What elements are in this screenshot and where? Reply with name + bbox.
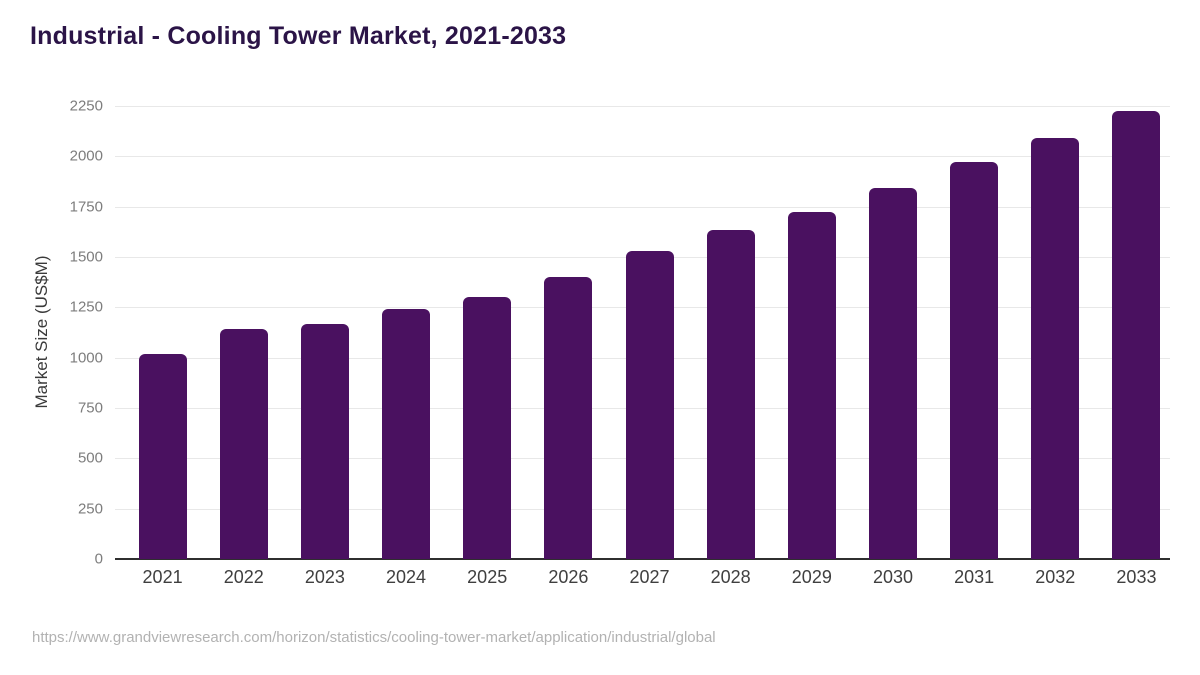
bar-2028	[706, 229, 755, 559]
x-axis-labels: 2021 2022 2023 2024 2025 2026 2027 2028 2029 2030…	[122, 567, 1177, 588]
bar-slot-2024	[365, 106, 446, 559]
bar-2030	[868, 187, 917, 559]
bar-slot-2022	[203, 106, 284, 559]
ytick-label-500: 500	[77, 449, 103, 467]
bar-slot-2025	[447, 106, 528, 559]
bar-2027	[625, 250, 674, 559]
bar-slot-2031	[934, 106, 1015, 559]
bar-slot-2030	[852, 106, 933, 559]
bars-row	[122, 106, 1177, 559]
ytick-label-2250: 2250	[69, 97, 103, 115]
ytick-label-2000: 2000	[69, 147, 103, 165]
plot-area: 0 250 500 750 1000 1250 1500 1750 2000 2250	[70, 98, 1170, 568]
chart-title: Industrial - Cooling Tower Market, 2021-…	[30, 22, 567, 50]
bar-2029	[787, 211, 836, 559]
bar-2031	[950, 162, 999, 559]
xtick-label-2030: 2030	[872, 567, 913, 587]
ytick-label-750: 750	[77, 399, 103, 417]
gridline-2250	[115, 106, 1170, 107]
bar-2026	[544, 277, 593, 559]
bar-2023	[300, 324, 349, 559]
bar-2024	[382, 309, 431, 559]
xtick-label-2032: 2032	[1035, 567, 1076, 587]
x-axis-line	[115, 558, 1170, 560]
xtick-label-2029: 2029	[791, 567, 832, 587]
bar-slot-2032	[1015, 106, 1096, 559]
ytick-label-1750: 1750	[69, 198, 103, 216]
bar-2025	[463, 297, 512, 559]
ytick-label-0: 0	[94, 550, 103, 568]
xtick-label-2028: 2028	[710, 567, 751, 587]
ytick-label-250: 250	[77, 500, 103, 518]
bar-slot-2021	[122, 106, 203, 559]
xtick-label-2023: 2023	[304, 567, 345, 587]
bar-slot-2029	[771, 106, 852, 559]
bar-slot-2027	[609, 106, 690, 559]
ytick-label-1500: 1500	[69, 248, 103, 266]
xtick-label-2033: 2033	[1116, 567, 1157, 587]
xtick-label-2021: 2021	[142, 567, 183, 587]
y-axis-title: Market Size (US$M)	[32, 255, 51, 409]
source-url: https://www.grandviewresearch.com/horizo…	[32, 629, 716, 646]
ytick-label-1250: 1250	[69, 298, 103, 316]
xtick-label-2027: 2027	[629, 567, 670, 587]
xtick-label-2025: 2025	[467, 567, 508, 587]
gridline-1750	[115, 206, 1170, 208]
bar-2022	[219, 329, 268, 559]
gridline-2000	[115, 156, 1170, 158]
bar-2021	[138, 353, 187, 559]
bar-slot-2033	[1096, 106, 1177, 559]
bar-slot-2028	[690, 106, 771, 559]
xtick-label-2026: 2026	[548, 567, 589, 587]
bar-slot-2026	[528, 106, 609, 559]
xtick-label-2031: 2031	[954, 567, 995, 587]
xtick-label-2022: 2022	[223, 567, 264, 587]
ytick-label-1000: 1000	[69, 349, 103, 367]
bar-slot-2023	[284, 106, 365, 559]
bar-2032	[1031, 138, 1080, 559]
xtick-label-2024: 2024	[386, 567, 427, 587]
bar-2033	[1112, 111, 1161, 559]
